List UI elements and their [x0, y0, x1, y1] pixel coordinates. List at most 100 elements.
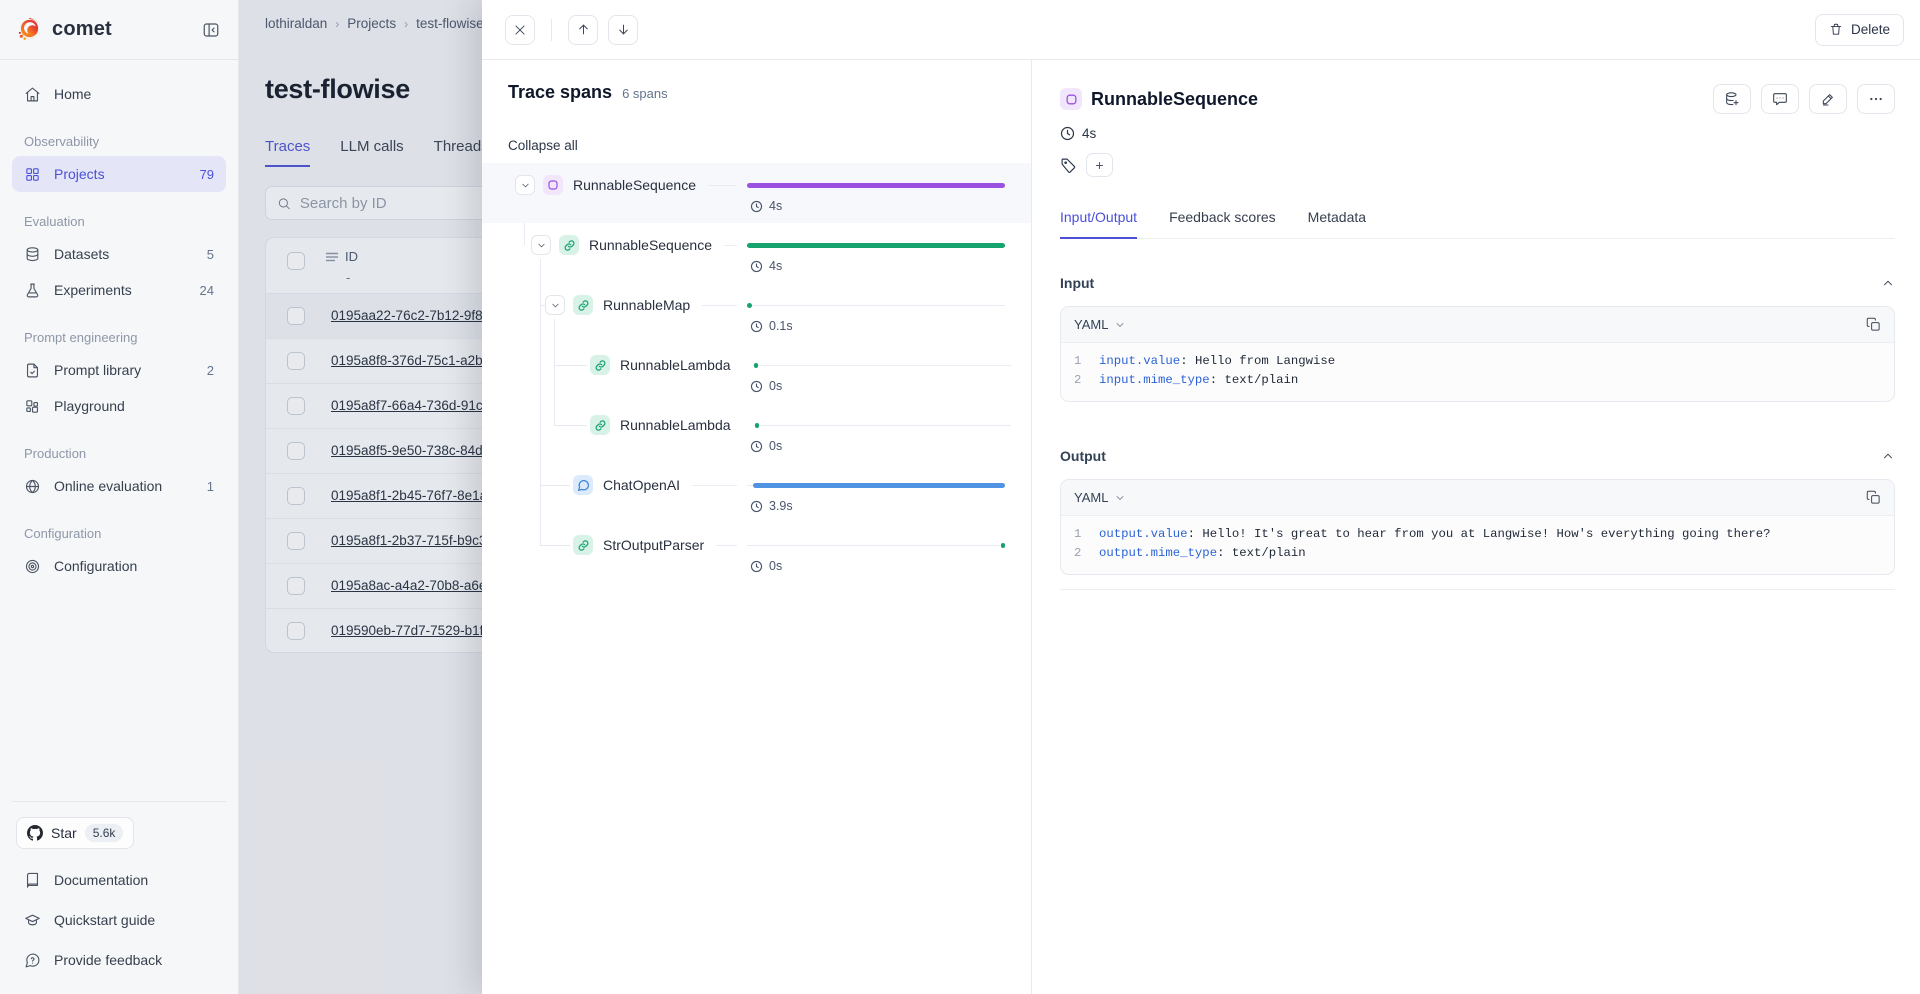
chevron-down-icon[interactable]	[545, 295, 565, 315]
row-checkbox[interactable]	[287, 532, 305, 550]
sidebar-item-home[interactable]: Home	[12, 76, 226, 112]
row-checkbox[interactable]	[287, 487, 305, 505]
column-stat: -	[346, 270, 351, 285]
span-duration-bar	[747, 182, 1005, 188]
format-select[interactable]: YAML	[1074, 317, 1126, 332]
trash-icon	[1830, 23, 1842, 35]
chevron-down-icon[interactable]	[531, 235, 551, 255]
breadcrumb-projects[interactable]: Projects	[347, 16, 397, 31]
sidebar-item-playground[interactable]: Playground	[12, 388, 226, 424]
chevron-down-icon	[1117, 495, 1124, 500]
add-tag-button[interactable]: +	[1086, 153, 1113, 177]
trace-id-link[interactable]: 0195aa22-76c2-7b12-9f87	[331, 308, 491, 323]
header-divider	[551, 18, 552, 41]
span-row[interactable]: RunnableLambda 0s	[482, 403, 1031, 463]
sidebar-item-prompt-library[interactable]: Prompt library 2	[12, 352, 226, 388]
span-row[interactable]: ChatOpenAI 3.9s	[482, 463, 1031, 523]
table-row[interactable]: 0195a8f7-66a4-736d-91c0	[266, 384, 684, 429]
table-row[interactable]: 0195a8f8-376d-75c1-a2b4	[266, 339, 684, 384]
more-actions-button[interactable]	[1857, 84, 1895, 114]
id-column-header[interactable]: ID	[326, 249, 358, 264]
previous-trace-button[interactable]	[568, 14, 598, 45]
arrow-up-icon	[578, 24, 588, 35]
chevron-right-icon: ›	[335, 16, 340, 31]
span-name: RunnableMap	[603, 297, 691, 313]
span-row[interactable]: StrOutputParser 0s	[482, 523, 1031, 583]
trace-type-icon	[543, 175, 563, 195]
sidebar-item-datasets[interactable]: Datasets 5	[12, 236, 226, 272]
format-select[interactable]: YAML	[1074, 490, 1126, 505]
quickstart-link[interactable]: Quickstart guide	[0, 900, 238, 940]
feedback-link[interactable]: Provide feedback	[0, 940, 238, 980]
collapse-all-button[interactable]: Collapse all	[508, 138, 578, 153]
span-row[interactable]: RunnableLambda 0s	[482, 343, 1031, 403]
trace-id-link[interactable]: 0195a8f1-2b37-715f-b9c3	[331, 533, 487, 548]
chevron-down-icon[interactable]	[515, 175, 535, 195]
sidebar-item-online-evaluation[interactable]: Online evaluation 1	[12, 468, 226, 504]
span-timeline	[747, 542, 1006, 549]
copy-button[interactable]	[1866, 317, 1881, 332]
trace-id-link[interactable]: 0195a8f5-9e50-738c-84d2	[331, 443, 491, 458]
trace-id-link[interactable]: 0195a8f7-66a4-736d-91c0	[331, 398, 491, 413]
breadcrumb-workspace[interactable]: lothiraldan	[265, 16, 328, 31]
next-trace-button[interactable]	[608, 14, 638, 45]
tree-connector	[540, 485, 570, 486]
table-row[interactable]: 019590eb-77d7-7529-b1f4	[266, 609, 684, 652]
add-to-dataset-button[interactable]	[1713, 84, 1751, 114]
close-button[interactable]	[505, 14, 535, 45]
span-row[interactable]: RunnableMap 0.1s	[482, 283, 1031, 343]
span-count: 6 spans	[622, 86, 668, 101]
sidebar-item-configuration[interactable]: Configuration	[12, 548, 226, 584]
select-all-checkbox[interactable]	[287, 252, 305, 270]
tab-metadata[interactable]: Metadata	[1307, 209, 1367, 225]
row-checkbox[interactable]	[287, 397, 305, 415]
prompt-library-count: 2	[206, 362, 214, 378]
trace-id-link[interactable]: 019590eb-77d7-7529-b1f4	[331, 623, 491, 638]
collapse-section-button[interactable]	[1881, 449, 1895, 463]
copy-icon	[1866, 317, 1880, 331]
tab-llm-calls[interactable]: LLM calls	[340, 138, 404, 155]
tab-traces[interactable]: Traces	[265, 138, 311, 167]
table-row[interactable]: 0195a8f5-9e50-738c-84d2	[266, 429, 684, 474]
document-icon	[26, 363, 39, 377]
delete-button[interactable]: Delete	[1814, 13, 1904, 46]
table-row[interactable]: 0195a8ac-a4a2-70b8-a6e5	[266, 564, 684, 609]
span-row[interactable]: RunnableSequence 4s	[482, 163, 1031, 223]
row-checkbox[interactable]	[287, 622, 305, 640]
github-star-button[interactable]: Star 5.6k	[16, 817, 135, 849]
sidebar-item-experiments[interactable]: Experiments 24	[12, 272, 226, 308]
row-checkbox[interactable]	[287, 577, 305, 595]
collapse-section-button[interactable]	[1881, 276, 1895, 290]
comet-logo-text: comet	[52, 18, 112, 40]
table-header: ID -	[266, 238, 684, 294]
breadcrumb-current[interactable]: test-flowise	[416, 16, 484, 31]
comment-button[interactable]	[1761, 84, 1799, 114]
section-label-production: Production	[24, 446, 87, 461]
copy-button[interactable]	[1866, 490, 1881, 505]
comet-logo-icon	[18, 17, 41, 40]
span-duration: 0.1s	[769, 319, 793, 333]
edit-button[interactable]	[1809, 84, 1847, 114]
tab-input-output[interactable]: Input/Output	[1060, 197, 1138, 239]
span-row[interactable]: RunnableSequence 4s	[482, 223, 1031, 283]
comet-logo[interactable]: comet	[16, 16, 112, 43]
tree-connector	[540, 259, 541, 545]
trace-id-link[interactable]: 0195a8f1-2b45-76f7-8e1a	[331, 488, 488, 503]
flask-icon	[26, 283, 39, 297]
table-row[interactable]: 0195a8f1-2b45-76f7-8e1a	[266, 474, 684, 519]
span-name: RunnableSequence	[573, 177, 696, 193]
table-row[interactable]: 0195a8f1-2b37-715f-b9c3	[266, 519, 684, 564]
span-duration: 3.9s	[769, 499, 793, 513]
sidebar-item-projects[interactable]: Projects 79	[12, 156, 226, 192]
tab-threads[interactable]: Threads	[433, 138, 489, 155]
sidebar-collapse-button[interactable]	[200, 19, 222, 41]
tab-feedback-scores[interactable]: Feedback scores	[1169, 209, 1276, 225]
documentation-link[interactable]: Documentation	[0, 860, 238, 900]
span-duration-bar	[1001, 542, 1006, 548]
row-checkbox[interactable]	[287, 307, 305, 325]
trace-id-link[interactable]: 0195a8f8-376d-75c1-a2b4	[331, 353, 491, 368]
row-checkbox[interactable]	[287, 442, 305, 460]
trace-id-link[interactable]: 0195a8ac-a4a2-70b8-a6e5	[331, 578, 494, 593]
row-checkbox[interactable]	[287, 352, 305, 370]
clock-icon	[750, 200, 763, 212]
